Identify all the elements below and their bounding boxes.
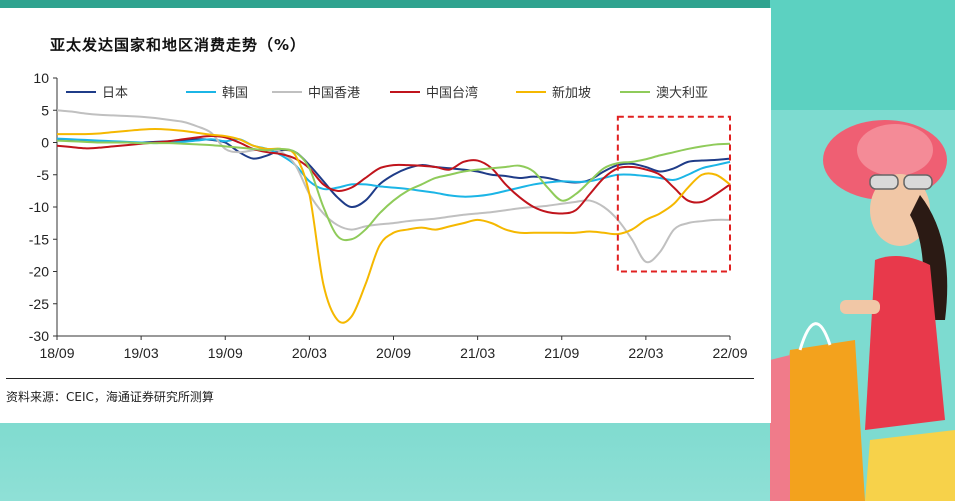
legend-label-4: 新加坡	[552, 85, 591, 100]
y-tick-label: -15	[29, 231, 49, 247]
legend-label-1: 韩国	[222, 85, 248, 100]
legend-label-0: 日本	[102, 85, 128, 100]
y-tick-label: -20	[29, 264, 49, 280]
series-line-4	[56, 127, 731, 324]
x-tick-label: 21/09	[544, 345, 579, 361]
x-tick-label: 22/09	[712, 345, 747, 361]
y-tick-label: 5	[41, 102, 49, 118]
source-note: 资料来源：CEIC，海通证券研究所测算	[6, 390, 214, 404]
y-tick-label: -10	[29, 199, 49, 215]
source-divider	[6, 378, 754, 379]
x-tick-label: 18/09	[39, 345, 74, 361]
legend-label-5: 澳大利亚	[656, 85, 708, 100]
series-line-2	[56, 109, 731, 264]
y-tick-label: 10	[33, 70, 49, 86]
y-tick-label: -5	[37, 167, 50, 183]
y-tick-label: -30	[29, 328, 49, 344]
series-line-5	[56, 139, 731, 242]
x-tick-label: 22/03	[628, 345, 663, 361]
chart-title: 亚太发达国家和地区消费走势（%）	[50, 36, 307, 54]
y-tick-label: -25	[29, 296, 49, 312]
legend-label-3: 中国台湾	[426, 85, 478, 100]
legend-label-2: 中国香港	[308, 85, 360, 100]
background-photo-shopper	[770, 0, 955, 501]
x-tick-label: 21/03	[460, 345, 495, 361]
x-tick-label: 20/09	[376, 345, 411, 361]
x-tick-label: 19/03	[124, 345, 159, 361]
y-tick-label: 0	[41, 135, 49, 151]
chart-panel: 亚太发达国家和地区消费走势（%） 10 5 0 -5 -10 -15 -20 -25 -30 18…	[0, 8, 771, 423]
x-tick-label: 19/09	[208, 345, 243, 361]
x-tick-label: 20/03	[292, 345, 327, 361]
highlight-dashed-box	[616, 115, 731, 273]
series-line-0	[56, 138, 731, 209]
top-accent-band	[0, 0, 955, 8]
